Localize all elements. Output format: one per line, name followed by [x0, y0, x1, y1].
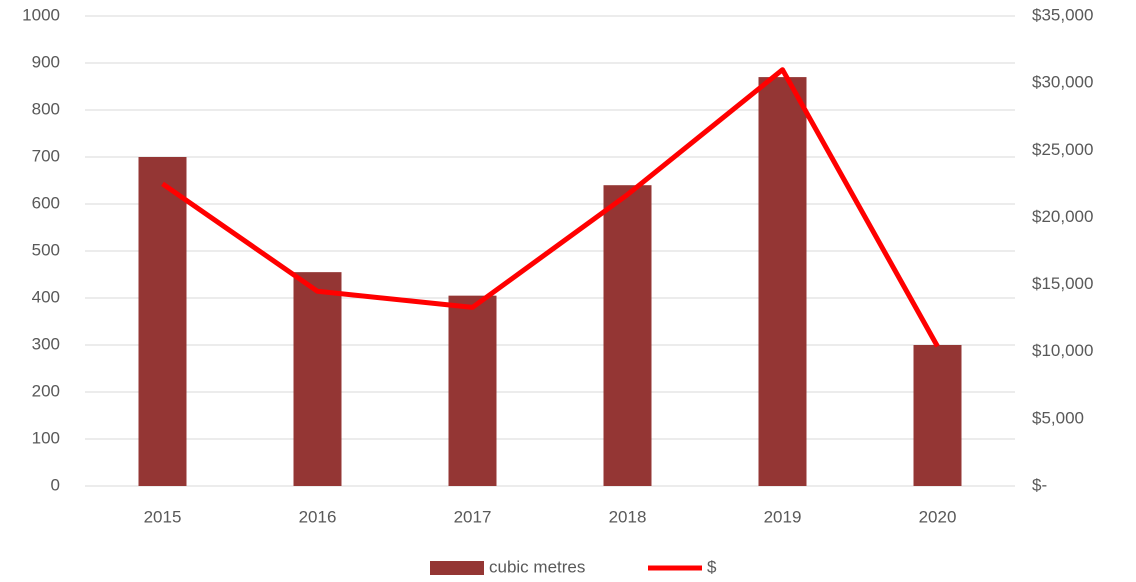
x-tick-label: 2019: [764, 507, 802, 526]
x-tick-label: 2018: [609, 507, 647, 526]
bar: [603, 185, 652, 486]
x-tick-label: 2016: [299, 507, 337, 526]
x-tick-label: 2015: [144, 507, 182, 526]
legend-swatch: [430, 561, 484, 575]
x-tick-label: 2020: [919, 507, 957, 526]
y2-tick-label: $25,000: [1032, 140, 1093, 159]
bar: [293, 272, 342, 486]
bar: [448, 295, 497, 486]
y2-tick-label: $30,000: [1032, 73, 1093, 92]
legend-label: $: [707, 557, 717, 576]
y-tick-label: 500: [32, 240, 60, 259]
y-tick-label: 1000: [22, 5, 60, 24]
y2-tick-label: $-: [1032, 475, 1047, 494]
y2-tick-label: $10,000: [1032, 341, 1093, 360]
y-tick-label: 100: [32, 428, 60, 447]
bar: [138, 157, 187, 486]
y-tick-label: 300: [32, 334, 60, 353]
y2-tick-label: $15,000: [1032, 274, 1093, 293]
y-tick-label: 600: [32, 193, 60, 212]
y-tick-label: 200: [32, 381, 60, 400]
y2-tick-label: $35,000: [1032, 5, 1093, 24]
bar: [913, 345, 962, 486]
y-tick-label: 900: [32, 52, 60, 71]
y-tick-label: 400: [32, 287, 60, 306]
line: [161, 67, 940, 348]
y2-tick-label: $5,000: [1032, 408, 1084, 427]
bar: [758, 77, 807, 486]
legend-label: cubic metres: [489, 557, 585, 576]
y-tick-label: 700: [32, 146, 60, 165]
y-tick-label: 800: [32, 99, 60, 118]
x-tick-label: 2017: [454, 507, 492, 526]
y2-tick-label: $20,000: [1032, 207, 1093, 226]
y-tick-label: 0: [51, 475, 60, 494]
